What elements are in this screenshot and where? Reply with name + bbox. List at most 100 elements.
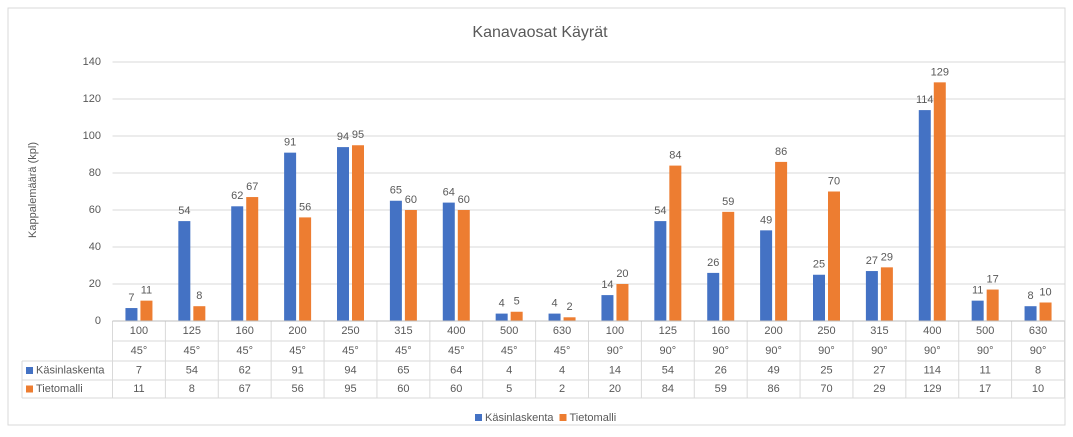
- x-tick-sublabel: 90°: [818, 345, 835, 357]
- table-cell: 86: [767, 383, 779, 395]
- bar: [563, 317, 576, 321]
- x-tick-sublabel: 90°: [765, 345, 782, 357]
- x-tick-label: 125: [659, 325, 677, 337]
- y-axis-label: Kappalemäärä (kpl): [27, 142, 39, 238]
- table-cell: 84: [662, 383, 674, 395]
- legend-key: [559, 414, 567, 421]
- x-tick-label: 500: [500, 325, 518, 337]
- bar: [971, 300, 984, 321]
- data-label: 95: [352, 129, 364, 141]
- data-label: 27: [866, 255, 878, 267]
- x-tick-sublabel: 90°: [924, 345, 941, 357]
- table-cell: 10: [1032, 383, 1044, 395]
- table-cell: 65: [397, 364, 409, 376]
- table-cell: 70: [820, 383, 832, 395]
- data-label: 54: [178, 205, 190, 217]
- table-cell: 67: [239, 383, 251, 395]
- bar: [669, 165, 682, 321]
- data-label: 114: [916, 94, 934, 106]
- y-tick-label: 80: [89, 167, 101, 179]
- x-tick-sublabel: 90°: [977, 345, 994, 357]
- x-tick-sublabel: 45°: [501, 345, 518, 357]
- bar: [760, 230, 773, 321]
- x-tick-label: 630: [1029, 325, 1047, 337]
- x-tick-label: 400: [447, 325, 465, 337]
- data-label: 7: [128, 292, 134, 304]
- data-label: 26: [707, 257, 719, 269]
- x-tick-sublabel: 45°: [289, 345, 306, 357]
- data-label: 62: [231, 190, 243, 202]
- x-tick-label: 200: [764, 325, 782, 337]
- y-tick-label: 60: [89, 204, 101, 216]
- data-label: 10: [1039, 286, 1051, 298]
- table-cell: 95: [344, 383, 356, 395]
- table-cell: 60: [397, 383, 409, 395]
- x-tick-sublabel: 45°: [342, 345, 359, 357]
- x-tick-sublabel: 90°: [1030, 345, 1047, 357]
- bar: [284, 152, 297, 321]
- table-cell: 64: [450, 364, 462, 376]
- table-cell: 8: [189, 383, 195, 395]
- table-cell: 26: [715, 364, 727, 376]
- y-tick-label: 100: [83, 130, 101, 142]
- x-tick-label: 250: [341, 325, 359, 337]
- table-cell: 5: [506, 383, 512, 395]
- data-label: 64: [443, 187, 455, 199]
- bar: [933, 82, 946, 321]
- data-label: 4: [551, 298, 557, 310]
- data-label: 49: [760, 214, 772, 226]
- table-cell: 54: [662, 364, 674, 376]
- data-label: 65: [390, 185, 402, 197]
- table-legend-key: [26, 385, 33, 393]
- table-cell: 29: [873, 383, 885, 395]
- data-label: 91: [284, 137, 296, 149]
- bar: [299, 217, 312, 321]
- bar: [1024, 306, 1037, 321]
- data-label: 84: [669, 150, 681, 162]
- bar: [707, 272, 720, 321]
- data-label: 8: [196, 290, 202, 302]
- data-label: 14: [601, 279, 613, 291]
- x-tick-label: 100: [130, 325, 148, 337]
- data-label: 70: [828, 175, 840, 187]
- y-tick-label: 20: [89, 278, 101, 290]
- bar: [231, 206, 244, 321]
- x-tick-sublabel: 90°: [712, 345, 729, 357]
- table-cell: 114: [924, 364, 942, 376]
- data-label: 67: [246, 181, 258, 193]
- bar: [178, 221, 191, 321]
- bar: [601, 295, 614, 321]
- x-tick-label: 160: [712, 325, 730, 337]
- x-tick-sublabel: 45°: [448, 345, 465, 357]
- table-row-label: Käsinlaskenta: [36, 364, 105, 376]
- bar: [352, 145, 364, 321]
- data-label: 129: [931, 66, 949, 78]
- table-cell: 7: [136, 364, 142, 376]
- legend-label: Tietomalli: [570, 412, 617, 424]
- data-label: 60: [405, 194, 417, 206]
- x-tick-sublabel: 45°: [131, 345, 148, 357]
- bar: [654, 221, 667, 321]
- x-tick-label: 100: [606, 325, 624, 337]
- x-tick-label: 315: [394, 325, 412, 337]
- data-label: 86: [775, 146, 787, 158]
- bar: [918, 110, 931, 321]
- bar: [495, 313, 508, 321]
- bar: [125, 308, 138, 321]
- bar: [140, 300, 153, 321]
- data-label: 11: [141, 285, 152, 297]
- table-cell: 27: [873, 364, 885, 376]
- x-tick-label: 630: [553, 325, 571, 337]
- data-label: 11: [972, 285, 983, 297]
- x-tick-sublabel: 45°: [184, 345, 201, 357]
- x-tick-sublabel: 45°: [395, 345, 412, 357]
- x-tick-sublabel: 90°: [607, 345, 624, 357]
- y-tick-label: 40: [89, 241, 101, 253]
- table-row-label: Tietomalli: [36, 383, 83, 395]
- table-cell: 2: [559, 383, 565, 395]
- x-tick-sublabel: 45°: [236, 345, 253, 357]
- bar: [510, 311, 523, 321]
- x-tick-sublabel: 45°: [554, 345, 571, 357]
- table-cell: 11: [133, 383, 144, 395]
- table-cell: 25: [820, 364, 832, 376]
